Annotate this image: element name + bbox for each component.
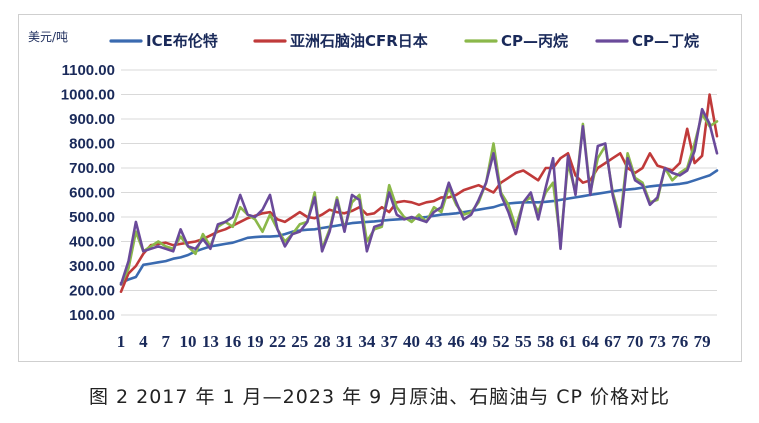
- x-tick-label: 1: [117, 332, 126, 351]
- y-axis-label: 美元/吨: [28, 30, 68, 44]
- series-line-2: [119, 112, 719, 286]
- x-tick-label: 22: [269, 332, 286, 351]
- y-tick-label: 100.00: [69, 307, 115, 324]
- legend: ICE布伦特 亚洲石脑油CFR日本 CP—丙烷 CP—丁烷: [109, 32, 699, 50]
- x-tick-label: 10: [180, 332, 197, 351]
- legend-label: CP—丁烷: [632, 32, 699, 50]
- x-tick-label: 61: [560, 332, 577, 351]
- series-lines: [119, 93, 719, 294]
- y-tick-label: 400.00: [69, 234, 115, 251]
- y-tick-label: 300.00: [69, 258, 115, 275]
- x-tick-label: 52: [492, 332, 509, 351]
- chart-frame: 100.00 200.00 300.00 400.00 500.00 600.00 700.…: [18, 14, 742, 362]
- x-tick-label: 67: [604, 332, 622, 351]
- x-tick-label: 25: [291, 332, 308, 351]
- x-tick-label: 4: [139, 332, 148, 351]
- x-tick-label: 76: [671, 332, 688, 351]
- series-line-0: [119, 169, 719, 285]
- y-tick-label: 1100.00: [62, 62, 115, 79]
- x-axis-ticks: 1 4 7 10 13 16 19 22 25 28 31 34 37 40 43 46 49 52 55 58 61 6…: [117, 332, 711, 351]
- figure-caption: 图 2 2017 年 1 月—2023 年 9 月原油、石脑油与 CP 价格对比: [88, 386, 671, 408]
- y-tick-label: 900.00: [69, 111, 115, 128]
- x-tick-label: 58: [537, 332, 554, 351]
- y-axis-ticks: 100.00 200.00 300.00 400.00 500.00 600.00 700.…: [61, 62, 115, 324]
- x-tick-label: 31: [336, 332, 353, 351]
- x-tick-label: 13: [202, 332, 219, 351]
- price-line-chart: 100.00 200.00 300.00 400.00 500.00 600.00 700.…: [28, 30, 719, 351]
- legend-label: CP—丙烷: [501, 32, 568, 50]
- legend-label: ICE布伦特: [146, 32, 218, 50]
- x-tick-label: 64: [582, 332, 600, 351]
- x-tick-label: 7: [161, 332, 170, 351]
- gridlines: [121, 69, 717, 316]
- x-tick-label: 43: [425, 332, 442, 351]
- x-tick-label: 46: [448, 332, 465, 351]
- legend-label: 亚洲石脑油CFR日本: [290, 32, 428, 50]
- x-tick-label: 79: [694, 332, 711, 351]
- y-tick-label: 700.00: [69, 160, 115, 177]
- x-tick-label: 34: [358, 332, 376, 351]
- y-tick-label: 1000.00: [61, 87, 115, 104]
- x-tick-label: 28: [314, 332, 331, 351]
- series-line-3: [119, 107, 719, 286]
- y-tick-label: 200.00: [69, 283, 115, 300]
- x-tick-label: 73: [649, 332, 666, 351]
- y-tick-label: 800.00: [69, 136, 115, 153]
- x-tick-label: 49: [470, 332, 487, 351]
- series-line-1: [119, 93, 719, 294]
- x-tick-label: 70: [627, 332, 644, 351]
- x-tick-label: 19: [247, 332, 264, 351]
- x-tick-label: 16: [224, 332, 241, 351]
- x-tick-label: 40: [403, 332, 420, 351]
- y-tick-label: 600.00: [69, 185, 115, 202]
- y-tick-label: 500.00: [69, 209, 115, 226]
- x-tick-label: 37: [381, 332, 399, 351]
- x-tick-label: 55: [515, 332, 532, 351]
